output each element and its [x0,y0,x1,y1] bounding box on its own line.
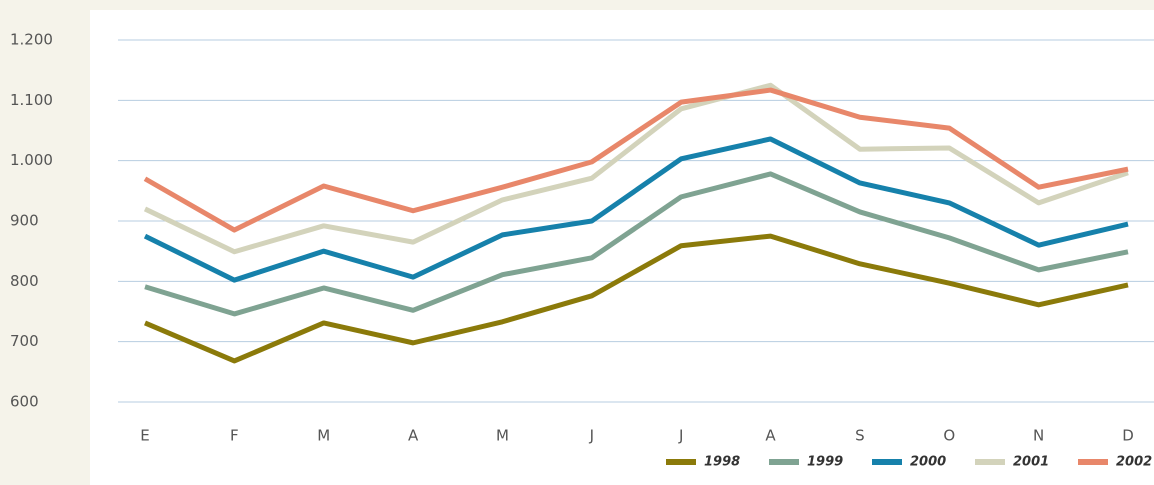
legend-label: 2001 [1013,455,1049,470]
y-tick-label: 600 [10,393,39,411]
x-tick-label: F [230,427,239,445]
y-tick-label: 700 [10,332,39,350]
x-tick-label: N [1033,427,1044,445]
series-line [144,233,1129,364]
x-tick-label: J [678,427,683,445]
y-tick-label: 1.000 [10,151,53,169]
x-tick-label: O [943,427,955,445]
legend-label: 2000 [910,455,946,470]
y-tick-label: 800 [10,272,39,290]
x-tick-label: D [1122,427,1134,445]
legend-label: 2002 [1116,455,1152,470]
x-tick-label: M [496,427,509,445]
y-tick-label: 1.100 [10,91,53,109]
x-tick-label: A [408,427,419,445]
x-tick-label: A [765,427,776,445]
x-tick-label: M [317,427,330,445]
x-tick-label: S [855,427,865,445]
series-line [144,171,1129,317]
x-tick-label: E [140,427,149,445]
legend-label: 1998 [704,455,740,470]
series-line [143,136,1129,283]
y-tick-label: 1.200 [10,31,53,49]
series-line [143,82,1129,255]
y-tick-label: 900 [10,212,39,230]
series-line [143,87,1129,233]
legend-label: 1999 [807,455,843,470]
x-tick-label: J [589,427,594,445]
